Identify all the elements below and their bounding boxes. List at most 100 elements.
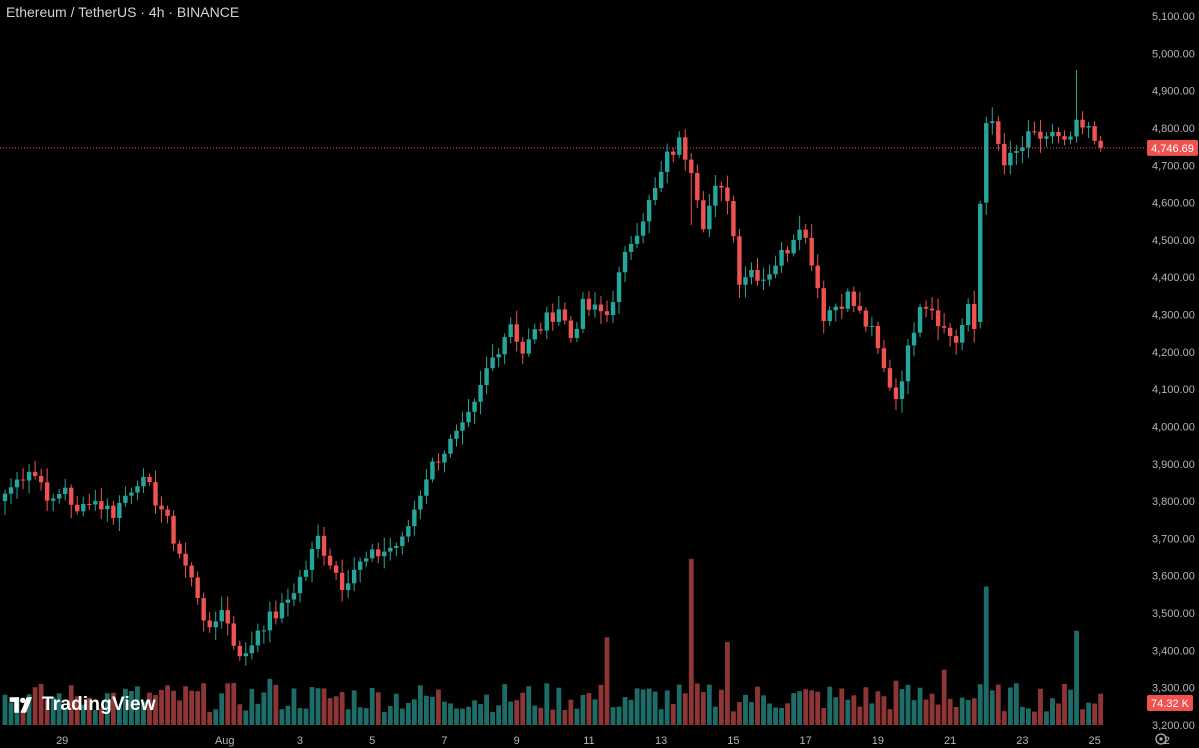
candle-body — [213, 621, 218, 628]
volume-bar — [1062, 684, 1067, 725]
time-tick-label: 17 — [800, 735, 812, 747]
volume-bar — [321, 688, 327, 725]
candle — [448, 434, 453, 458]
candle-body — [129, 492, 134, 496]
volume-bar — [1038, 688, 1043, 725]
candle-body — [731, 201, 736, 237]
candle-body — [707, 205, 712, 230]
candle — [725, 175, 730, 215]
candle-body — [261, 630, 267, 632]
candle-body — [490, 357, 495, 369]
candle — [773, 255, 778, 279]
candle-body — [941, 326, 947, 328]
volume-bar — [767, 703, 772, 725]
candle-body — [111, 505, 116, 519]
candle — [538, 322, 543, 335]
volume-bar — [297, 708, 303, 725]
candle — [689, 153, 694, 225]
volume-bar — [670, 703, 676, 725]
volume-bar — [273, 684, 279, 725]
candle — [592, 292, 598, 318]
volume-bar — [755, 686, 760, 725]
candle-body — [382, 551, 387, 557]
volume-bar — [797, 691, 803, 725]
candle-body — [207, 620, 212, 628]
volume-bar — [634, 688, 640, 725]
candle-body — [201, 598, 206, 621]
candle-body — [978, 203, 983, 322]
volume-bar — [86, 697, 92, 725]
volume-bar — [604, 637, 610, 725]
candle — [436, 453, 441, 471]
price-tick-label: 3,500.00 — [1152, 608, 1195, 620]
candle-body — [592, 304, 598, 310]
candle-body — [544, 312, 549, 331]
volume-bar — [1013, 683, 1019, 725]
candle — [135, 480, 140, 501]
candle — [797, 215, 802, 250]
candle-body — [749, 269, 754, 278]
volume-bar — [496, 705, 502, 725]
candle — [472, 398, 477, 425]
volume-bar — [881, 696, 887, 725]
candle — [863, 307, 869, 333]
candle — [628, 236, 634, 261]
price-tick-label: 5,100.00 — [1152, 11, 1195, 23]
volume-bar — [1007, 687, 1013, 725]
candle — [833, 303, 838, 322]
candle — [285, 588, 291, 617]
candle-body — [165, 509, 170, 516]
volume-bar — [50, 697, 56, 725]
candle-body — [171, 515, 176, 544]
candle-body — [394, 545, 399, 548]
volume-bar — [116, 706, 122, 725]
gear-icon[interactable] — [1155, 733, 1167, 745]
volume-bar — [749, 702, 754, 725]
volume-bar — [899, 689, 905, 725]
candle — [490, 344, 495, 372]
time-axis[interactable]: 29 Aug 3 5 7 9 11 13 15 17 19 21 23 25 2 — [56, 735, 1170, 747]
symbol-title[interactable]: Ethereum / TetherUS · 4h · BINANCE — [6, 4, 240, 20]
volume-bar — [1074, 630, 1079, 725]
chart-settings-button[interactable] — [1155, 733, 1167, 745]
candle-body — [219, 610, 224, 622]
price-axis[interactable]: 3,200.00 3,300.00 3,400.00 3,500.00 3,600.00… — [1152, 11, 1195, 732]
tradingview-logo[interactable]: TradingView — [8, 694, 156, 716]
volume-bar — [478, 704, 483, 725]
volume-bar — [448, 703, 453, 725]
volume-bar — [165, 685, 170, 725]
candle — [1080, 111, 1085, 135]
volume-bar — [249, 688, 255, 725]
candle — [514, 310, 519, 352]
volume-bar — [303, 708, 309, 725]
candle — [382, 537, 387, 569]
candle — [273, 600, 279, 625]
candle-body — [857, 306, 863, 311]
volume-bar — [32, 687, 38, 725]
volume-bar — [983, 586, 989, 725]
volume-bar — [417, 685, 423, 725]
candle — [406, 519, 411, 543]
candle — [321, 526, 327, 566]
candle — [701, 191, 706, 233]
candle — [634, 223, 640, 249]
candle — [875, 321, 881, 355]
candle — [610, 290, 616, 324]
volume-bar — [56, 693, 62, 725]
candle-body — [81, 504, 86, 512]
candle-body — [652, 188, 658, 201]
volume-bar — [424, 695, 429, 725]
candle — [309, 541, 315, 583]
candle — [839, 293, 844, 320]
candle-body — [773, 265, 778, 275]
volume-bar — [761, 695, 766, 725]
candle — [454, 424, 459, 447]
candle — [183, 542, 188, 579]
time-tick-label: 21 — [944, 735, 956, 747]
candle-body — [713, 185, 718, 206]
volume-bar — [520, 692, 526, 725]
volume-bar — [357, 707, 363, 725]
time-tick-label: 7 — [441, 735, 447, 747]
volume-bar — [514, 700, 520, 725]
